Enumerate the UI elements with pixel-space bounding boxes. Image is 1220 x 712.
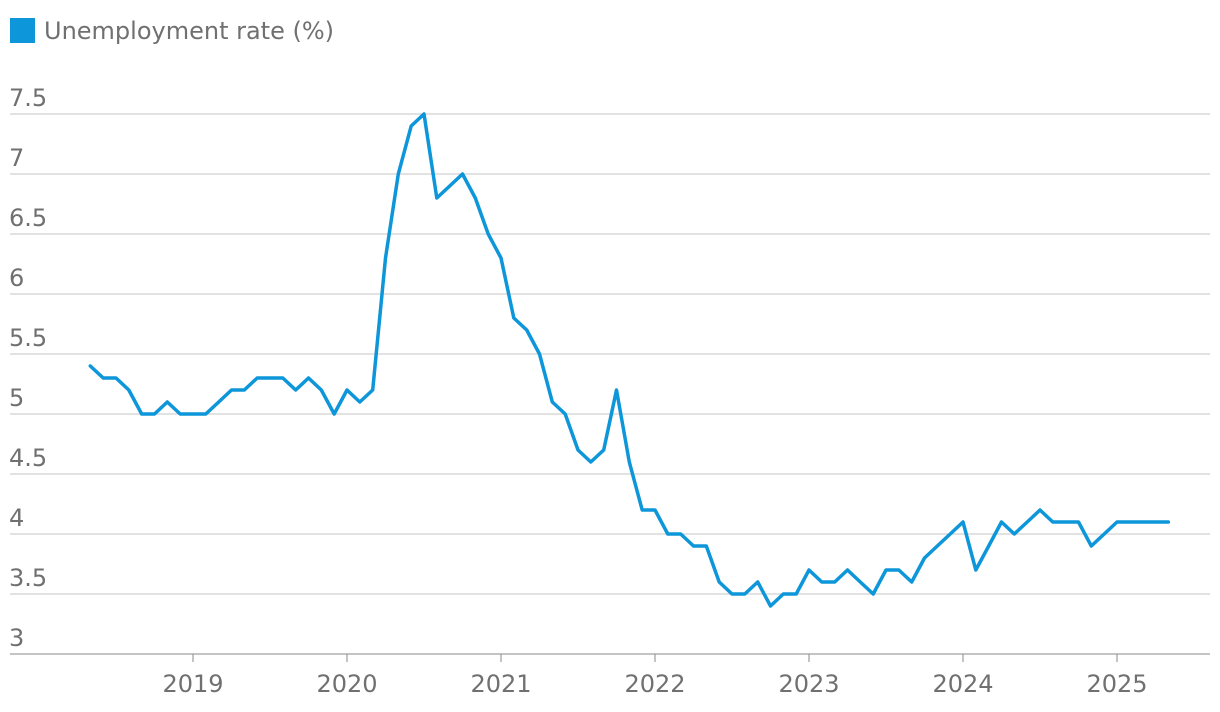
y-tick-label: 7 xyxy=(9,144,24,172)
y-tick-label: 4 xyxy=(9,504,24,532)
y-tick-label: 5.5 xyxy=(9,324,47,352)
x-tick-label: 2025 xyxy=(1086,670,1147,698)
x-tick-label: 2020 xyxy=(316,670,377,698)
x-tick-label: 2024 xyxy=(932,670,993,698)
series-group xyxy=(88,112,1171,608)
x-axis: 2019 2020 2021 2022 2023 2024 2025 xyxy=(10,653,1210,698)
x-tick-label: 2022 xyxy=(624,670,685,698)
y-tick-label: 5 xyxy=(9,384,24,412)
y-tick-label: 7.5 xyxy=(9,84,47,112)
series-line-unemployment-rate xyxy=(88,112,1171,608)
y-tick-label: 6 xyxy=(9,264,24,292)
y-tick-label: 3.5 xyxy=(9,564,47,592)
x-tick-label: 2021 xyxy=(470,670,531,698)
y-tick-label: 4.5 xyxy=(9,444,47,472)
legend-label: Unemployment rate (%) xyxy=(44,17,335,45)
y-tick-label: 6.5 xyxy=(9,204,47,232)
y-tick-label: 3 xyxy=(9,624,24,652)
legend-swatch xyxy=(10,18,35,43)
gridlines xyxy=(10,113,1210,595)
x-tick-label: 2023 xyxy=(778,670,839,698)
x-tick-label: 2019 xyxy=(162,670,223,698)
y-axis-ticks: 3 3.5 4 4.5 5 5.5 6 6.5 7 7.5 xyxy=(9,84,47,652)
